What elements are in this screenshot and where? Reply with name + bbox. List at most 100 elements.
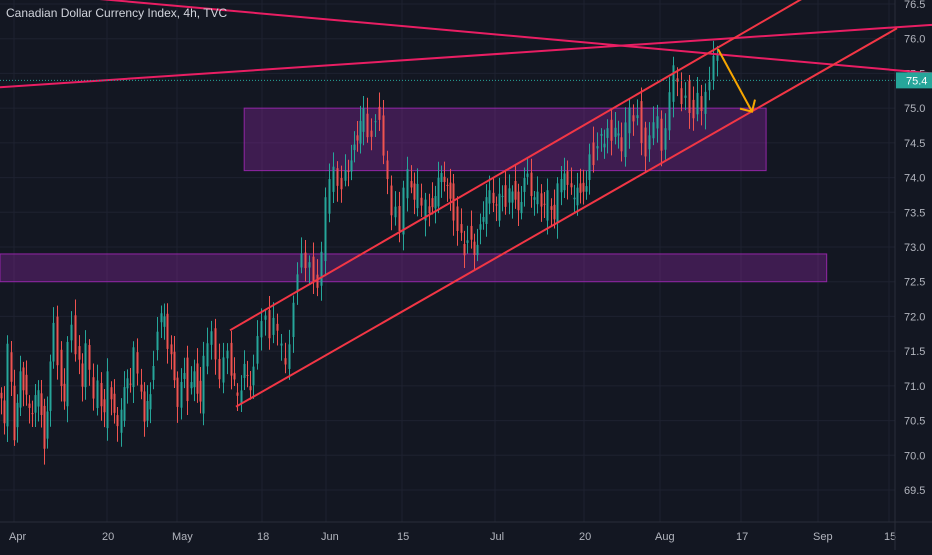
candle-body — [579, 183, 582, 193]
candle-body — [648, 135, 651, 150]
candle-body — [536, 191, 539, 205]
candle-body — [356, 135, 359, 141]
candle-body — [362, 108, 365, 132]
candle-body — [680, 88, 683, 105]
candle-body — [570, 183, 573, 188]
candle-body — [163, 316, 166, 327]
candle-body — [236, 392, 239, 396]
candle-body — [218, 358, 221, 380]
candle-body — [640, 101, 643, 144]
candle-body — [434, 196, 437, 209]
candle-body — [312, 256, 315, 283]
candle-body — [193, 371, 196, 388]
candle-body — [233, 373, 236, 380]
candle-body — [260, 321, 263, 338]
candle-body — [406, 169, 409, 199]
candle-body — [576, 187, 579, 206]
channel-upper-line — [229, 0, 802, 332]
candle-body — [668, 92, 671, 131]
candle-body — [202, 355, 205, 414]
candle-body — [324, 197, 327, 262]
candle-body — [84, 343, 87, 388]
y-tick-label: 70.5 — [904, 416, 925, 428]
candle-body — [704, 91, 707, 114]
candle-body — [96, 380, 99, 409]
candle-body — [628, 107, 631, 134]
candle-body — [74, 315, 77, 355]
candle-body — [416, 183, 419, 209]
candle-body — [692, 99, 695, 119]
forecast-arrow — [717, 48, 753, 113]
candle-body — [336, 168, 339, 186]
candle-body — [0, 392, 3, 399]
candle-body — [276, 323, 279, 331]
candle-body — [140, 384, 143, 392]
candle-body — [344, 170, 347, 181]
candle-body — [508, 188, 511, 203]
candle-body — [410, 181, 413, 188]
candle-body — [296, 274, 299, 292]
candle-body — [6, 343, 9, 427]
x-tick-label: Aug — [655, 531, 675, 543]
candle-body — [230, 342, 233, 376]
candle-body — [449, 182, 452, 199]
candle-body — [143, 391, 146, 422]
candle-body — [644, 127, 647, 157]
candle-body — [485, 197, 488, 224]
candle-body — [620, 137, 623, 152]
y-tick-label: 69.5 — [904, 485, 925, 497]
candle-body — [585, 186, 588, 192]
x-tick-label: 15 — [397, 531, 409, 543]
candle-body — [126, 378, 129, 389]
candle-body — [129, 383, 132, 385]
candle-body — [113, 393, 116, 413]
candle-body — [533, 197, 536, 200]
candle-body — [292, 302, 295, 338]
x-tick-label: Jun — [321, 531, 339, 543]
candle-body — [378, 106, 381, 120]
y-tick-label: 72.5 — [904, 277, 925, 289]
channel-lower-line — [235, 27, 898, 408]
candle-body — [560, 179, 563, 193]
candle-body — [170, 344, 173, 355]
y-tick-label: 76.0 — [904, 34, 925, 46]
candle-body — [186, 357, 189, 402]
candle-body — [582, 182, 585, 192]
candle-body — [523, 178, 526, 192]
candle-body — [100, 382, 103, 407]
candle-body — [359, 120, 362, 144]
candle-body — [92, 377, 95, 399]
candle-body — [656, 116, 659, 129]
candle-body — [199, 380, 202, 402]
candle-body — [476, 244, 479, 256]
supply-demand-zone — [243, 107, 767, 172]
candle-body — [316, 274, 319, 288]
x-tick-label: 20 — [102, 531, 114, 543]
candle-body — [600, 134, 603, 136]
candle-body — [495, 204, 498, 206]
candle-body — [712, 55, 715, 80]
candle-body — [249, 386, 252, 391]
candle-body — [708, 81, 711, 91]
y-tick-label: 76.5 — [904, 0, 925, 11]
y-tick-label: 73.5 — [904, 207, 925, 219]
candle-body — [60, 349, 63, 387]
candle-body — [256, 336, 259, 364]
candle-body — [222, 357, 225, 383]
candle-body — [504, 185, 507, 207]
candle-body — [206, 343, 209, 367]
candle-body — [617, 133, 620, 136]
candle-body — [652, 122, 655, 139]
candle-body — [146, 401, 149, 421]
candle-body — [81, 363, 84, 387]
y-tick-label: 75.0 — [904, 103, 925, 115]
candle-body — [243, 363, 246, 378]
candle-body — [284, 358, 287, 365]
candle-body — [332, 166, 335, 192]
candle-body — [390, 185, 393, 216]
candle-body — [624, 122, 627, 158]
candle-body — [166, 313, 169, 349]
candle-body — [696, 92, 699, 115]
candle-body — [328, 179, 331, 214]
